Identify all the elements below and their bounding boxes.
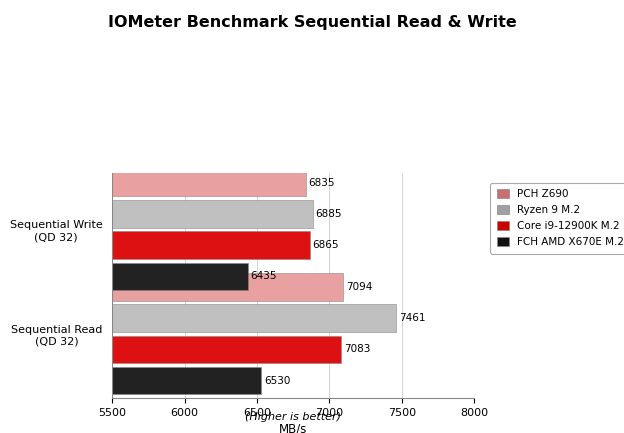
Text: 6865: 6865 [313, 240, 339, 250]
Text: 7461: 7461 [399, 313, 426, 323]
Bar [112, 263, 248, 290]
Text: IOMeter Benchmark Sequential Read & Write: IOMeter Benchmark Sequential Read & Writ… [107, 15, 517, 30]
Bar [112, 169, 306, 196]
Text: 6435: 6435 [250, 271, 277, 281]
Bar [112, 273, 343, 301]
Bar [112, 336, 341, 363]
Text: 7083: 7083 [344, 344, 371, 354]
Text: 6835: 6835 [308, 178, 334, 187]
Bar [112, 367, 261, 394]
Text: 7094: 7094 [346, 282, 372, 292]
Bar [112, 231, 310, 259]
Text: 6530: 6530 [264, 376, 290, 386]
X-axis label: MB/s: MB/s [279, 422, 308, 433]
Legend: PCH Z690, Ryzen 9 M.2, Core i9-12900K M.2, FCH AMD X670E M.2: PCH Z690, Ryzen 9 M.2, Core i9-12900K M.… [490, 183, 624, 253]
Bar [112, 200, 313, 228]
Bar [112, 304, 396, 332]
Text: 6885: 6885 [315, 209, 342, 219]
Text: (Higher is better): (Higher is better) [245, 412, 341, 422]
